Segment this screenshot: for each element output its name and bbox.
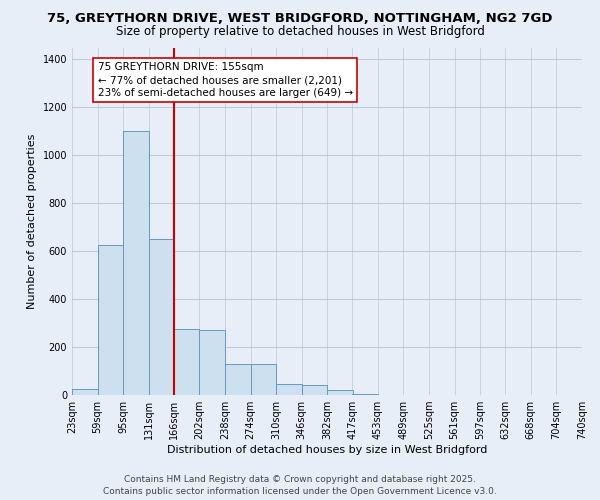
Bar (72, 389, 98, 395)
X-axis label: Distribution of detached houses by size in West Bridgford: Distribution of detached houses by size … (167, 445, 487, 455)
Bar (123, 132, 149, 395)
Bar (174, 329, 199, 395)
Text: 75 GREYTHORN DRIVE: 155sqm
← 77% of detached houses are smaller (2,201)
23% of s: 75 GREYTHORN DRIVE: 155sqm ← 77% of deta… (98, 62, 353, 98)
Bar (352, 394, 378, 395)
Bar (149, 239, 175, 395)
Text: Contains HM Land Registry data © Crown copyright and database right 2025.
Contai: Contains HM Land Registry data © Crown c… (103, 474, 497, 496)
Bar (225, 364, 251, 395)
Bar (251, 364, 276, 395)
Bar (98, 245, 123, 395)
Bar (328, 390, 353, 395)
Text: 75, GREYTHORN DRIVE, WEST BRIDGFORD, NOTTINGHAM, NG2 7GD: 75, GREYTHORN DRIVE, WEST BRIDGFORD, NOT… (47, 12, 553, 26)
Bar (302, 386, 328, 395)
Bar (199, 330, 225, 395)
Y-axis label: Number of detached properties: Number of detached properties (27, 134, 37, 309)
Bar (276, 384, 302, 395)
Text: Size of property relative to detached houses in West Bridgford: Size of property relative to detached ho… (116, 25, 484, 38)
